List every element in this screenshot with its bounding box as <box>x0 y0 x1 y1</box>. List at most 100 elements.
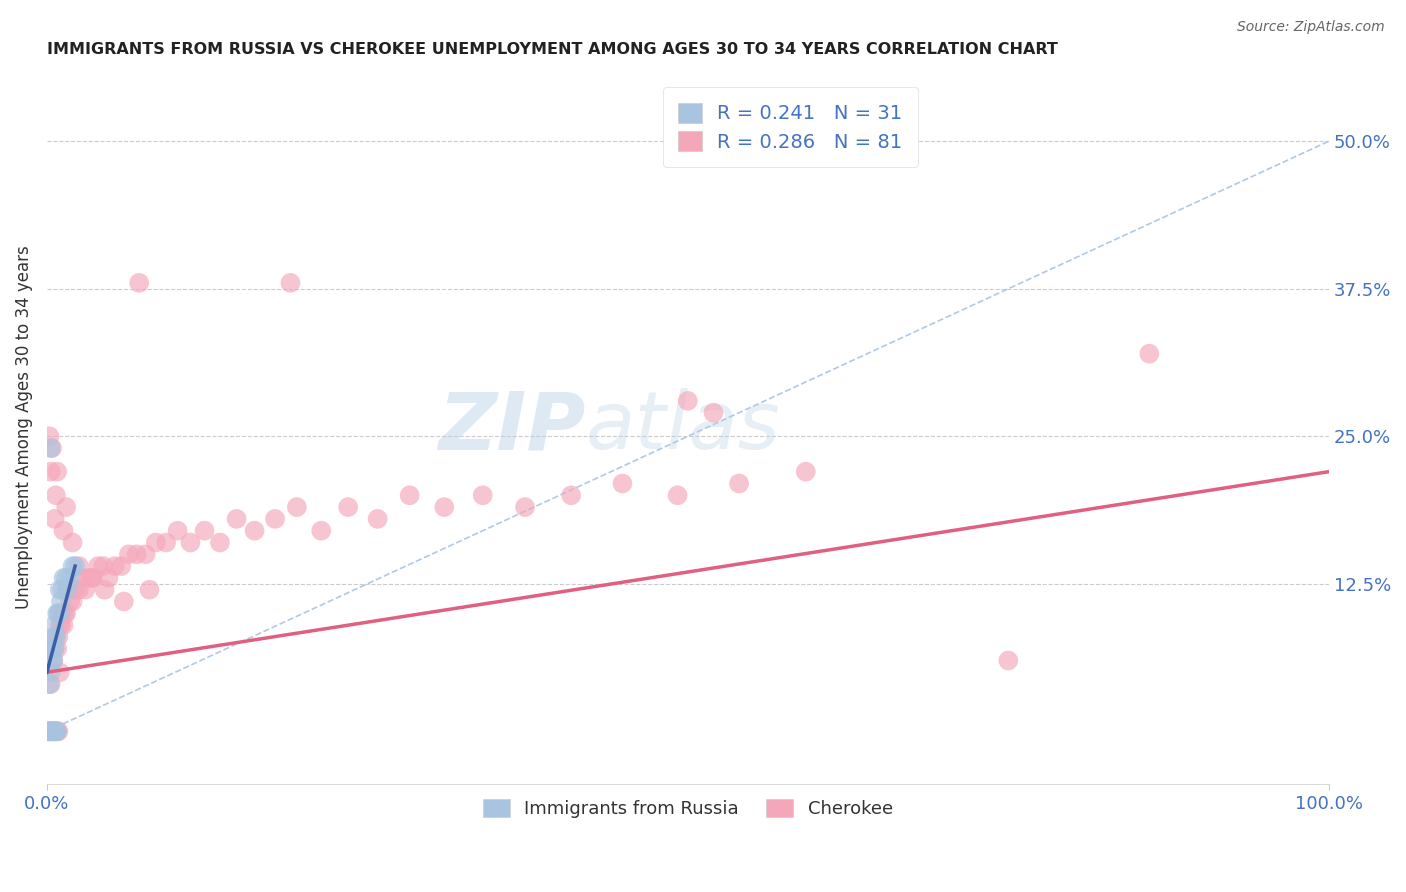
Point <box>45 630 67 644</box>
Point <box>44 618 66 632</box>
Point <box>38 677 60 691</box>
Point <box>145 535 167 549</box>
Point <box>280 276 302 290</box>
Point <box>39 677 62 691</box>
Point <box>53 607 76 621</box>
Point <box>38 724 60 739</box>
Legend: Immigrants from Russia, Cherokee: Immigrants from Russia, Cherokee <box>475 791 900 825</box>
Point <box>44 512 66 526</box>
Point <box>42 724 65 739</box>
Point <box>39 724 62 739</box>
Point <box>62 535 84 549</box>
Point <box>39 441 62 455</box>
Point <box>41 441 63 455</box>
Point <box>77 571 100 585</box>
Point <box>82 571 104 585</box>
Point <box>72 571 94 585</box>
Point <box>41 653 63 667</box>
Point <box>48 630 70 644</box>
Point <box>48 582 70 597</box>
Point <box>513 500 536 514</box>
Text: Source: ZipAtlas.com: Source: ZipAtlas.com <box>1237 20 1385 34</box>
Point <box>56 582 79 597</box>
Point <box>46 724 69 739</box>
Point <box>666 488 689 502</box>
Point <box>225 512 247 526</box>
Point <box>44 641 66 656</box>
Point <box>63 582 86 597</box>
Point <box>125 547 148 561</box>
Point <box>87 559 110 574</box>
Point <box>433 500 456 514</box>
Point <box>51 607 73 621</box>
Point <box>48 665 70 680</box>
Point <box>51 582 73 597</box>
Point <box>44 724 66 739</box>
Point <box>128 276 150 290</box>
Point <box>67 582 90 597</box>
Point <box>104 559 127 574</box>
Point <box>264 512 287 526</box>
Point <box>46 641 69 656</box>
Point <box>42 653 65 667</box>
Point <box>39 465 62 479</box>
Point <box>49 594 72 608</box>
Point <box>112 594 135 608</box>
Point <box>62 559 84 574</box>
Point <box>110 559 132 574</box>
Point <box>48 607 70 621</box>
Point <box>48 618 70 632</box>
Point <box>179 535 201 549</box>
Point <box>46 607 69 621</box>
Point <box>63 559 86 574</box>
Point <box>702 406 724 420</box>
Point <box>46 724 69 739</box>
Y-axis label: Unemployment Among Ages 30 to 34 years: Unemployment Among Ages 30 to 34 years <box>15 245 32 609</box>
Point <box>37 724 59 739</box>
Point <box>39 665 62 680</box>
Point <box>38 429 60 443</box>
Point <box>39 724 62 739</box>
Text: IMMIGRANTS FROM RUSSIA VS CHEROKEE UNEMPLOYMENT AMONG AGES 30 TO 34 YEARS CORREL: IMMIGRANTS FROM RUSSIA VS CHEROKEE UNEMP… <box>46 42 1057 57</box>
Point <box>44 724 66 739</box>
Point <box>45 630 67 644</box>
Point <box>166 524 188 538</box>
Text: ZIP: ZIP <box>437 388 585 467</box>
Point <box>37 724 59 739</box>
Point <box>243 524 266 538</box>
Point <box>135 547 157 561</box>
Point <box>285 500 308 514</box>
Point <box>42 653 65 667</box>
Point <box>794 465 817 479</box>
Point <box>676 393 699 408</box>
Point <box>208 535 231 549</box>
Point <box>80 571 103 585</box>
Point <box>41 724 63 739</box>
Point <box>337 500 360 514</box>
Point <box>59 571 82 585</box>
Point <box>728 476 751 491</box>
Point <box>46 465 69 479</box>
Point <box>118 547 141 561</box>
Point <box>49 618 72 632</box>
Point <box>93 582 115 597</box>
Point <box>41 724 63 739</box>
Point <box>67 559 90 574</box>
Point <box>39 641 62 656</box>
Point <box>997 653 1019 667</box>
Point <box>612 476 634 491</box>
Point <box>56 582 79 597</box>
Point <box>471 488 494 502</box>
Point <box>55 607 77 621</box>
Point <box>59 594 82 608</box>
Point <box>367 512 389 526</box>
Point <box>75 582 97 597</box>
Point <box>48 607 70 621</box>
Point <box>97 571 120 585</box>
Point <box>52 618 75 632</box>
Point <box>52 524 75 538</box>
Point <box>45 724 67 739</box>
Point <box>560 488 582 502</box>
Point <box>48 724 70 739</box>
Point <box>62 594 84 608</box>
